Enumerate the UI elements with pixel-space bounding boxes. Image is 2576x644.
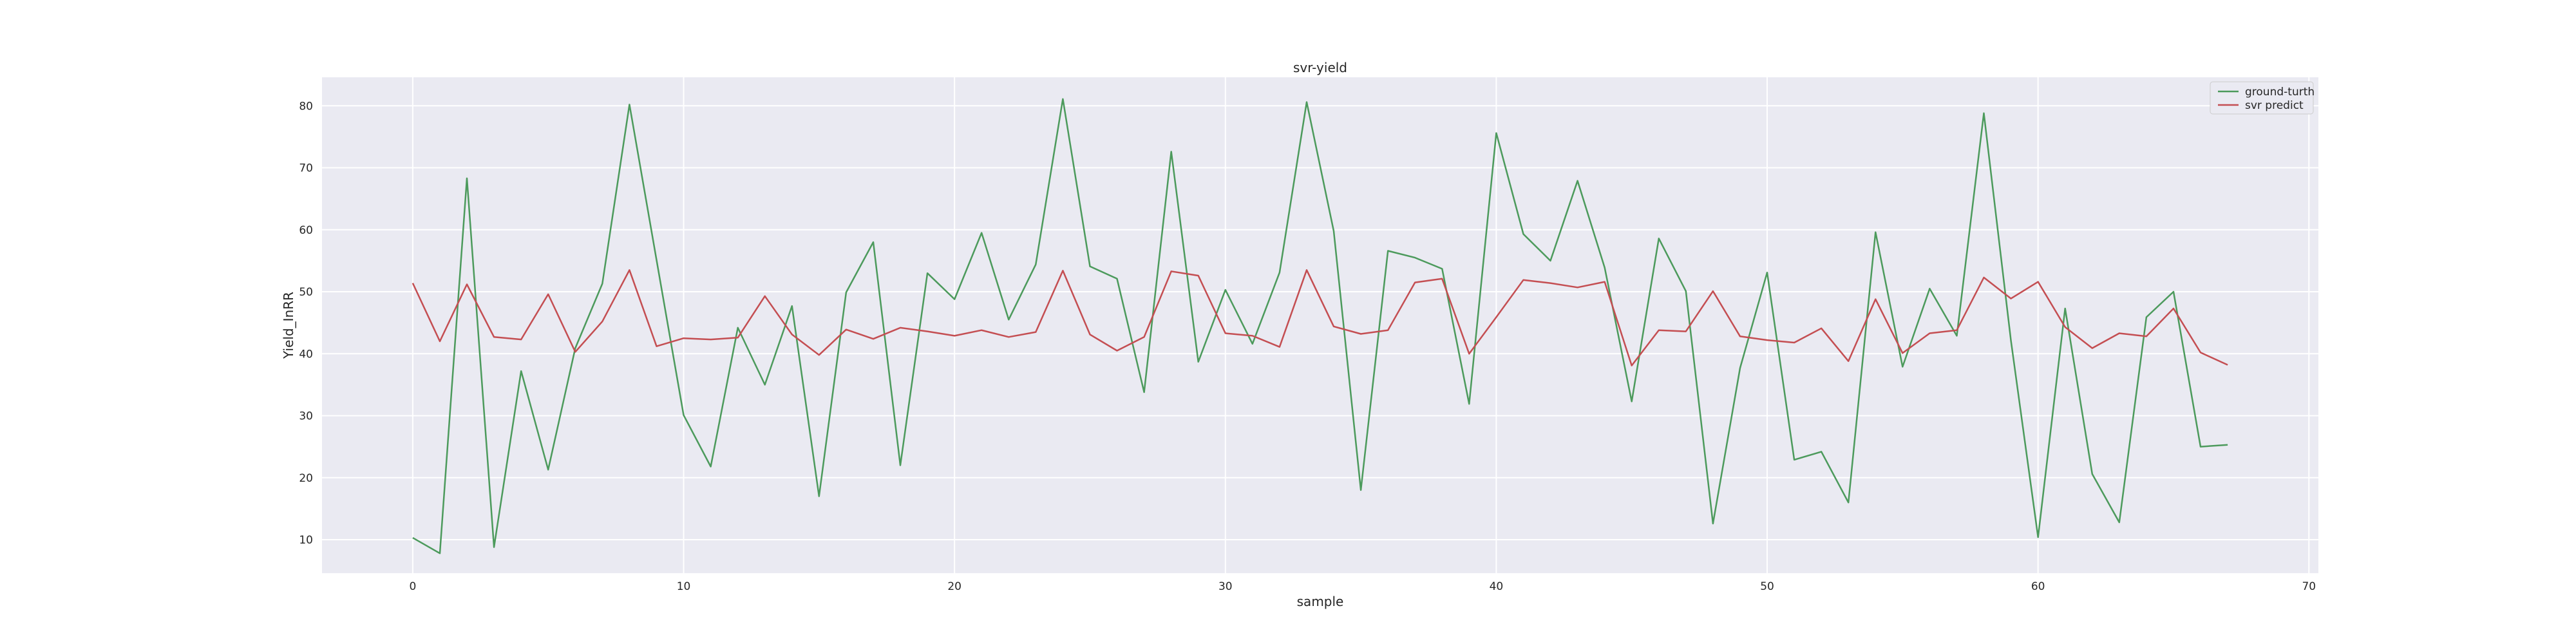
legend-label-ground-turth: ground-turth	[2245, 86, 2315, 99]
y-tick-labels: 10 20 30 40 50 60 70 80	[299, 100, 313, 547]
legend-box	[2210, 81, 2314, 115]
series-layer	[412, 98, 2228, 554]
y-axis-label: Yield_InRR	[281, 292, 296, 359]
x-tick-label: 40	[1490, 580, 1504, 593]
legend: ground-turth svr predict	[2210, 81, 2315, 115]
y-grid	[322, 105, 2318, 541]
x-axis-label: sample	[1297, 594, 1344, 609]
y-tick-label: 40	[299, 348, 313, 361]
chart-title: svr-yield	[1293, 60, 1347, 75]
y-tick-label: 60	[299, 224, 313, 237]
y-tick-label: 10	[299, 534, 313, 547]
x-tick-label: 30	[1218, 580, 1233, 593]
plot-area	[322, 77, 2318, 573]
x-tick-label: 10	[677, 580, 691, 593]
legend-label-svr-predict: svr predict	[2245, 99, 2304, 112]
x-tick-label: 70	[2302, 580, 2316, 593]
series-line-ground-turth	[412, 98, 2228, 554]
x-tick-labels: 0 10 20 30 40 50 60 70	[409, 580, 2316, 593]
x-tick-label: 50	[1760, 580, 1774, 593]
x-tick-label: 60	[2031, 580, 2045, 593]
x-tick-label: 0	[409, 580, 416, 593]
y-tick-label: 80	[299, 100, 313, 113]
y-tick-label: 70	[299, 162, 313, 175]
x-grid	[412, 77, 2310, 573]
y-tick-label: 30	[299, 410, 313, 423]
x-tick-label: 20	[947, 580, 961, 593]
y-tick-label: 50	[299, 286, 313, 299]
series-line-svr-predict	[412, 269, 2228, 366]
y-tick-label: 20	[299, 472, 313, 485]
